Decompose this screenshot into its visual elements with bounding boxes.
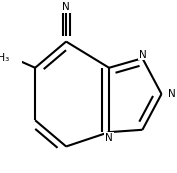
Text: N: N bbox=[62, 2, 70, 12]
Text: N: N bbox=[139, 50, 146, 60]
Text: CH₃: CH₃ bbox=[0, 53, 10, 63]
Text: N: N bbox=[168, 89, 176, 99]
Text: N: N bbox=[105, 133, 113, 143]
